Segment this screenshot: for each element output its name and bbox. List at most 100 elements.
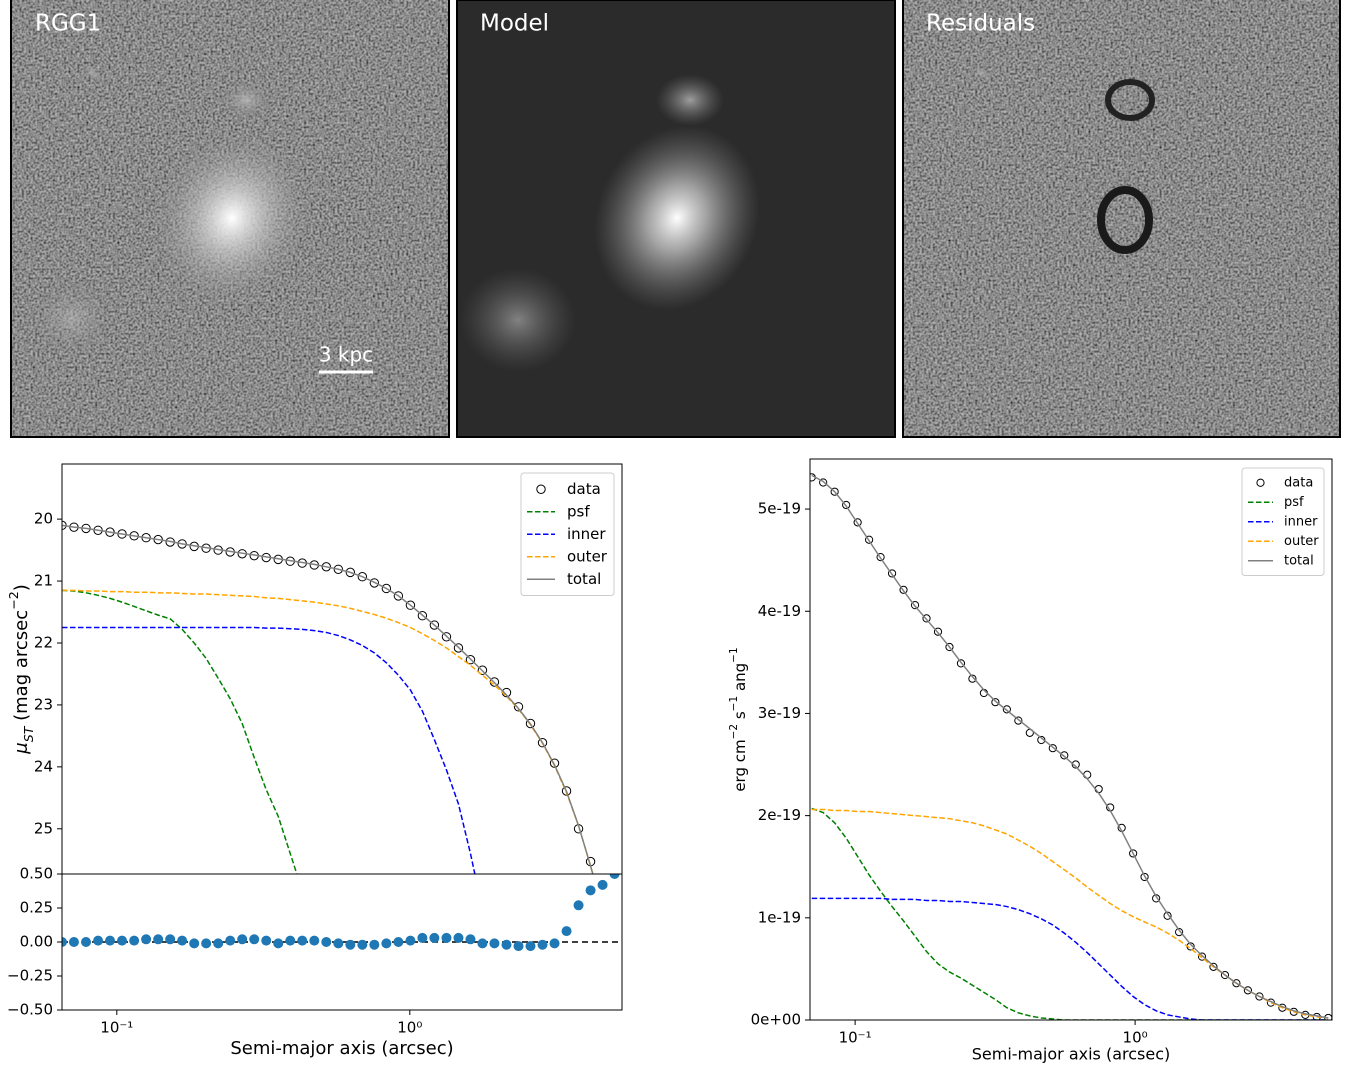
plot-area	[57, 869, 622, 951]
legend-label: outer	[567, 547, 608, 565]
y-axis-label: erg cm−2 s−1 ang−1	[728, 647, 749, 791]
y-tick-label: 4e-19	[758, 602, 801, 620]
y-axis-label-part: )	[11, 584, 32, 591]
residual-point	[393, 937, 403, 947]
y-axis-label-part: ang	[731, 663, 749, 696]
residual-point	[321, 937, 331, 947]
residual-point	[309, 936, 319, 946]
y-tick-label: 25	[34, 819, 53, 837]
legend-label: inner	[1284, 514, 1318, 529]
x-tick-label: 10⁻¹	[839, 1029, 872, 1047]
residual-point	[177, 936, 187, 946]
legend-label: data	[567, 480, 601, 498]
y-axis-label-part: −2	[6, 591, 21, 610]
series-line	[812, 898, 1329, 1020]
panel-title: Residuals	[926, 11, 1035, 37]
residual-point	[141, 934, 151, 944]
legend-label: psf	[1284, 495, 1304, 510]
y-tick-label: 5e-19	[758, 500, 801, 518]
legend-label: outer	[1284, 534, 1319, 549]
residual-point	[213, 938, 223, 948]
x-tick-label: 10⁰	[397, 1019, 422, 1037]
image-panel: Model	[457, 0, 895, 437]
residual-point	[562, 926, 572, 936]
y-tick-label: 2e-19	[758, 806, 801, 824]
scale-bar-label: 3 kpc	[319, 343, 373, 367]
y-tick-label: 20	[34, 510, 53, 528]
residual-point	[81, 937, 91, 947]
residual-point	[225, 936, 235, 946]
series-line	[62, 628, 482, 910]
residual-point	[129, 936, 139, 946]
residual-point	[261, 936, 271, 946]
galaxy	[460, 268, 576, 372]
x-axis-label: Semi-major axis (arcsec)	[972, 1045, 1171, 1064]
residual-point	[117, 936, 127, 946]
residual-point	[165, 934, 175, 944]
series-line	[812, 810, 1329, 1018]
residual-point	[249, 934, 259, 944]
y-tick-label: 0e+00	[751, 1011, 801, 1029]
residual-point	[285, 936, 295, 946]
residual-point	[369, 940, 379, 950]
y-tick-label: −0.25	[7, 967, 53, 985]
data-point	[1084, 771, 1091, 778]
residual-point	[550, 938, 560, 948]
residual-point	[538, 940, 548, 950]
image-panel: Residuals	[903, 0, 1340, 437]
residual-point	[417, 933, 427, 943]
residual-point	[93, 936, 103, 946]
y-axis-label-part: s	[731, 711, 749, 724]
residual-point	[501, 940, 511, 950]
legend-label: total	[1284, 553, 1314, 568]
y-tick-label: 3e-19	[758, 704, 801, 722]
image-panel: RGG1 3 kpc	[11, 0, 449, 437]
y-tick-label: 0.00	[20, 933, 53, 951]
galaxy	[218, 78, 274, 122]
y-tick-label: −0.50	[7, 1001, 53, 1019]
residual-point	[381, 938, 391, 948]
y-tick-label: 0.50	[20, 865, 53, 883]
legend-label: total	[567, 570, 601, 588]
residual-point	[273, 938, 283, 948]
residual-point	[574, 900, 584, 910]
residual-point	[441, 933, 451, 943]
legend-label: psf	[567, 502, 590, 520]
y-axis-label-part: ST	[21, 725, 36, 742]
residual-point	[477, 938, 487, 948]
y-tick-label: 22	[34, 633, 53, 651]
y-axis-label-part: −1	[728, 647, 740, 662]
y-tick-label: 23	[34, 695, 53, 713]
y-axis-label-part: −1	[728, 696, 740, 711]
galaxy	[24, 276, 120, 360]
y-tick-label: 24	[34, 757, 53, 775]
residual-point	[153, 934, 163, 944]
residual-point	[189, 938, 199, 948]
residual-point	[105, 936, 115, 946]
x-tick-label: 10⁻¹	[100, 1019, 133, 1037]
residual-point	[297, 936, 307, 946]
residual-point	[201, 938, 211, 948]
residual-point	[69, 937, 79, 947]
y-tick-label: 0.25	[20, 899, 53, 917]
residual-point	[429, 933, 439, 943]
residual-point	[345, 940, 355, 950]
residual-point	[357, 940, 367, 950]
residual-point	[453, 933, 463, 943]
data-point	[610, 917, 618, 925]
residual-point	[525, 941, 535, 951]
figure: RGG1 3 kpc Model Residuals 202122232425μ…	[0, 0, 1351, 1069]
residual-point	[333, 938, 343, 948]
galaxy	[656, 74, 724, 126]
residual-point	[405, 936, 415, 946]
residual-point	[489, 938, 499, 948]
residual-point	[586, 885, 596, 895]
y-axis-label-part: erg cm	[731, 739, 749, 791]
page: RGG1 3 kpc Model Residuals 202122232425μ…	[0, 0, 1351, 1069]
x-axis-label: Semi-major axis (arcsec)	[230, 1038, 453, 1059]
residual-point	[237, 934, 247, 944]
y-axis-label-part: −2	[728, 724, 740, 739]
y-axis-label-part: (mag arcsec	[11, 610, 32, 727]
legend-label: inner	[567, 525, 606, 543]
panel-title: Model	[480, 11, 549, 37]
